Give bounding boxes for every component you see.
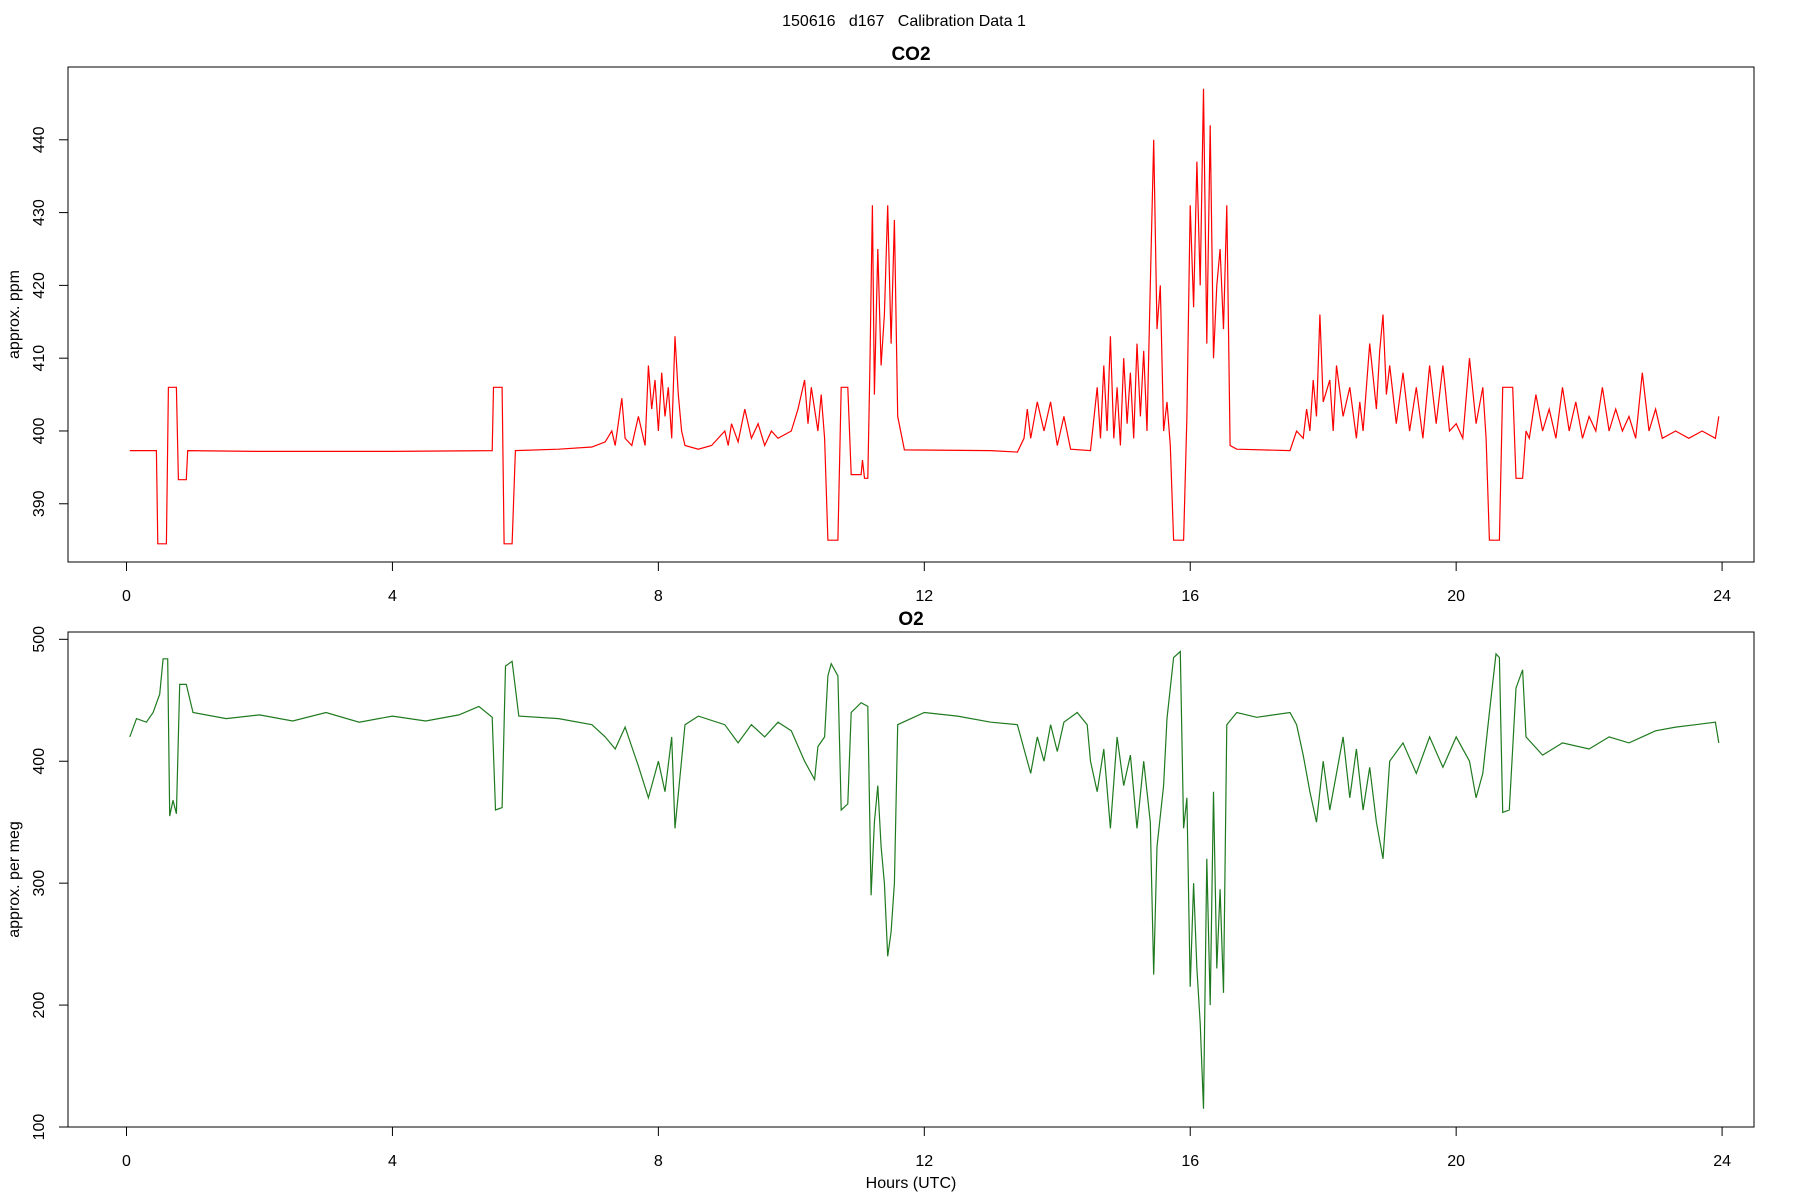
- y-tick-label: 440: [31, 126, 48, 153]
- y-tick-label: 300: [31, 870, 48, 897]
- panel-title: CO2: [891, 44, 930, 65]
- x-tick-label: 16: [1181, 588, 1199, 605]
- x-tick-label: 24: [1713, 1153, 1731, 1170]
- plot-frame: [67, 66, 1755, 563]
- data-line: [129, 88, 1720, 545]
- y-tick-label: 400: [31, 748, 48, 775]
- y-tick-label: 100: [31, 1114, 48, 1141]
- y-tick-label: 400: [31, 418, 48, 445]
- y-tick-label: 200: [31, 992, 48, 1019]
- y-axis-label: approx. per meg: [6, 821, 23, 938]
- data-line: [129, 650, 1720, 1109]
- x-tick-label: 12: [915, 1153, 933, 1170]
- y-axis-label: approx. ppm: [6, 270, 23, 359]
- x-tick-label: 0: [122, 1153, 131, 1170]
- x-tick-label: 8: [654, 588, 663, 605]
- x-tick-label: 4: [388, 588, 397, 605]
- x-tick-label: 20: [1447, 1153, 1465, 1170]
- figure-title: 150616 d167 Calibration Data 1: [782, 13, 1026, 30]
- x-tick-label: 12: [915, 588, 933, 605]
- x-tick-label: 8: [654, 1153, 663, 1170]
- plot-frame: [67, 631, 1755, 1128]
- y-tick-label: 500: [31, 626, 48, 653]
- y-tick-label: 430: [31, 199, 48, 226]
- x-tick-label: 16: [1181, 1153, 1199, 1170]
- x-tick-label: 20: [1447, 588, 1465, 605]
- x-tick-label: 24: [1713, 588, 1731, 605]
- x-tick-label: 0: [122, 588, 131, 605]
- y-tick-label: 420: [31, 272, 48, 299]
- x-tick-label: 4: [388, 1153, 397, 1170]
- panel-title: O2: [898, 609, 923, 630]
- y-tick-label: 410: [31, 345, 48, 372]
- y-tick-label: 390: [31, 490, 48, 517]
- x-axis-label: Hours (UTC): [866, 1175, 957, 1192]
